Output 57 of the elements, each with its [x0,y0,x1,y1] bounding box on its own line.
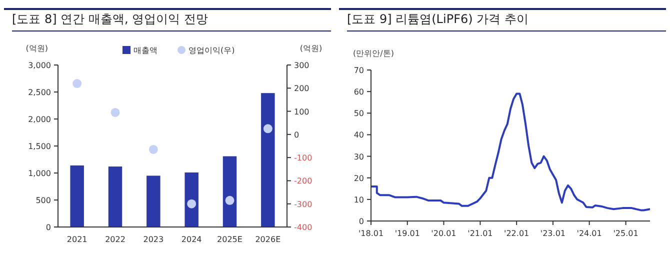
y-tick-label: 30 [354,152,364,162]
bar [222,156,237,227]
y2-tick-label: 0 [294,130,300,140]
point [263,124,272,134]
x-tick-label: 2022 [105,235,126,244]
point [110,108,120,117]
y-tick-label: 20 [354,174,364,183]
y-tick-label: 0 [358,217,364,226]
y-tick-label: 60 [354,88,364,97]
legend-label: 영업이익(우) [188,46,235,55]
x-tick-label: '24.01 [576,229,602,238]
y2-tick-label: 200 [294,84,310,94]
point [225,196,234,205]
x-tick-label: '21.01 [468,229,493,238]
y2-tick-label: -400 [294,223,312,232]
x-tick-label: '22.01 [504,229,530,238]
x-tick-label: 2024 [181,235,202,244]
y-tick-label: 2,500 [28,88,51,97]
y-tick-label: 10 [354,195,364,204]
line-series [370,92,651,212]
point [72,79,82,88]
y-tick-label: 50 [354,109,364,118]
bar [108,166,122,227]
y-tick-label: 70 [354,66,364,75]
y2-tick-label: -100 [294,154,312,163]
bar [261,93,275,227]
y-tick-label: 500 [36,196,51,205]
y-tick-label: 40 [354,130,364,140]
y-tick-label: 1,000 [28,169,51,178]
y-axis-title: (만위안/톤) [353,49,394,58]
bar [184,172,198,227]
y-tick-label: 0 [46,223,51,232]
y-axis-title: (억원) [26,44,48,53]
x-tick-label: 2025E [217,235,242,244]
chart-title: [도표 9] 리튬염(LiPF6) 가격 추이 [347,12,528,26]
x-tick-label: 2023 [143,235,164,244]
point [148,144,158,154]
chart-title: [도표 8] 연간 매출액, 영업이익 전망 [12,12,208,26]
y-tick-label: 1,500 [28,142,51,151]
point [187,199,196,208]
legend-label: 매출액 [134,46,158,55]
x-tick-label: 2026E [255,235,281,244]
y-tick-label: 3,000 [28,61,51,70]
y2-axis-title: (억원) [300,44,322,53]
bar [146,176,160,227]
x-tick-label: 2021 [66,235,88,244]
x-tick-label: '25.01 [613,229,638,238]
x-tick-label: '19.01 [394,229,420,238]
y2-tick-label: 100 [294,107,310,116]
y2-tick-label: 300 [294,61,310,70]
y2-tick-label: -200 [294,176,312,186]
y2-tick-label: -300 [294,200,312,209]
y-tick-label: 2,000 [28,115,51,124]
bar [70,165,84,227]
x-tick-label: '18.01 [358,229,384,238]
x-tick-label: '23.01 [540,229,566,238]
x-tick-label: '20.01 [431,229,456,238]
